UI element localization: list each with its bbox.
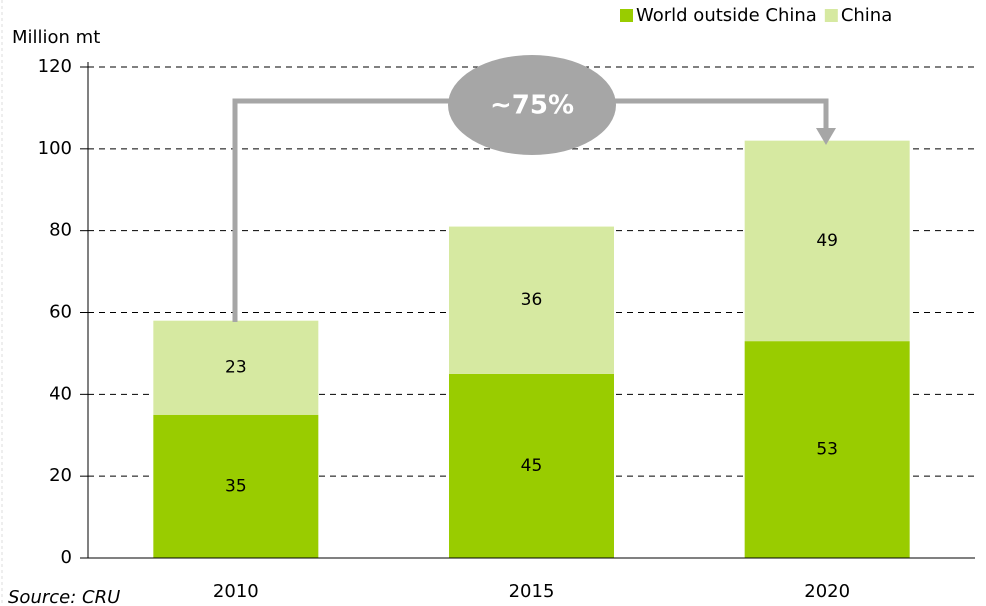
bar-segment: [153, 320, 319, 415]
x-tick-label: 2015: [509, 581, 555, 602]
data-label: 49: [816, 231, 838, 251]
data-label: 35: [225, 476, 247, 496]
y-tick-label: 20: [49, 465, 72, 486]
y-tick-label: 80: [49, 220, 72, 241]
bar-segment: [744, 140, 910, 342]
annotation: ~75%: [490, 91, 574, 121]
bar-segment: [449, 226, 614, 374]
bar-segment: [449, 373, 614, 558]
arrow-head: [816, 128, 836, 145]
legend-label: China: [841, 5, 892, 26]
y-tick-label: 0: [61, 547, 72, 568]
y-tick-label: 120: [38, 56, 72, 77]
data-label: 45: [521, 456, 543, 476]
bar-segment: [153, 414, 319, 558]
data-label: 53: [816, 440, 838, 460]
y-tick-label: 60: [49, 302, 72, 323]
legend-swatch: [824, 9, 838, 22]
legend-swatch: [620, 9, 633, 22]
legend-label: World outside China: [636, 5, 817, 26]
growth-arrow: ~75%: [232, 55, 836, 322]
data-label: 23: [225, 358, 247, 378]
y-axis-label: Million mt: [12, 27, 100, 48]
bar-segment: [744, 341, 910, 558]
source: Source: CRU: [8, 587, 120, 606]
y-tick-label: 100: [38, 138, 72, 159]
y-tick-label: 40: [49, 383, 72, 404]
annotation-bubble: [448, 55, 616, 155]
x-tick-label: 2020: [804, 581, 850, 602]
data-label: 36: [521, 290, 543, 310]
x-tick-label: 2010: [213, 581, 259, 602]
